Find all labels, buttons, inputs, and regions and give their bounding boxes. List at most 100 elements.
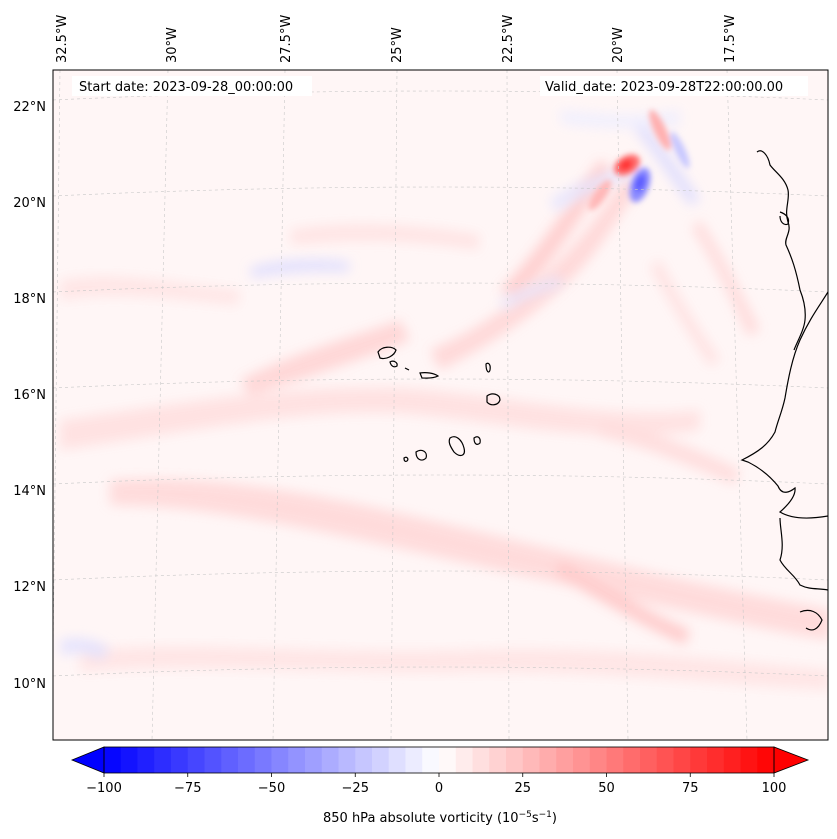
valid-date: Valid_date: 2023-09-28T22:00:00.00 [545, 80, 783, 95]
vorticity-band [632, 120, 700, 205]
colorbar-label: 850 hPa absolute vorticity (10−5s−1) [323, 810, 557, 826]
parallel [53, 474, 828, 485]
colorbar-step [673, 747, 691, 773]
lat-label: 20°N [13, 196, 46, 211]
island-brava [403, 456, 409, 462]
vorticity-band [80, 646, 828, 690]
island-santo-antao [377, 346, 397, 360]
vorticity-band [670, 131, 690, 169]
meridian [151, 70, 169, 740]
start-date-box [72, 76, 312, 96]
colorbar-steps [104, 747, 775, 773]
colorbar-step [573, 747, 591, 773]
colorbar-step [171, 747, 189, 773]
africa-coast [740, 291, 828, 631]
colorbar-tick-label: −100 [86, 781, 122, 796]
vorticity-band [60, 387, 700, 450]
vorticity-band [500, 276, 562, 310]
colorbar-step [204, 747, 222, 773]
colorbar-tick-label: 0 [435, 781, 443, 796]
vorticity-field [60, 109, 828, 690]
coastline [740, 150, 828, 631]
colorbar-step [137, 747, 155, 773]
colorbar-step [372, 747, 390, 773]
valid-date-box [540, 76, 808, 96]
meridian [616, 70, 629, 740]
vorticity-band [550, 165, 644, 212]
island-fogo [415, 449, 427, 461]
lon-label: 32.5°W [55, 15, 70, 63]
vorticity-min-core [634, 174, 646, 192]
colorbar-ticks: −100 −75 −50 −25 0 25 50 75 100 [86, 773, 786, 796]
parallel [53, 666, 828, 677]
colorbar-step [740, 747, 758, 773]
longitude-labels: 32.5°W 30°W 27.5°W 25°W 22.5°W 20°W 17.5… [55, 15, 738, 63]
colorbar-step [338, 747, 356, 773]
vorticity-band [60, 276, 240, 305]
meridian [272, 70, 286, 740]
colorbar-step [388, 747, 406, 773]
colorbar-tick-label: 100 [762, 781, 787, 796]
colorbar-step [640, 747, 658, 773]
vorticity-band [650, 260, 720, 366]
vorticity-band [588, 179, 612, 211]
colorbar-tick-label: −50 [258, 781, 285, 796]
colorbar-step [656, 747, 674, 773]
parallel [53, 186, 828, 197]
meridian [506, 70, 510, 740]
island-santiago [448, 436, 465, 457]
colorbar-step [187, 747, 205, 773]
cape-verde-islands [377, 346, 501, 462]
colorbar-step [422, 747, 440, 773]
colorbar-step [405, 747, 423, 773]
lon-label: 20°W [611, 27, 626, 63]
parallel [53, 570, 828, 581]
lat-label: 22°N [13, 100, 46, 115]
vorticity-band [555, 560, 690, 645]
vorticity-band [60, 638, 110, 660]
africa-coast-north [756, 150, 806, 351]
parallel [53, 282, 828, 293]
colorbar-step [522, 747, 540, 773]
colorbar-step [589, 747, 607, 773]
colorbar-step [606, 747, 624, 773]
colorbar-step [707, 747, 725, 773]
colorbar-extend-high [773, 746, 810, 774]
colorbar-step [623, 747, 641, 773]
colorbar-step [154, 747, 172, 773]
colorbar-tick-label: 50 [598, 781, 615, 796]
colorbar-step [539, 747, 557, 773]
africa-coast-inlet [779, 211, 790, 226]
colorbar-tick-label: −25 [342, 781, 369, 796]
map-frame [52, 69, 829, 741]
parallel [53, 378, 828, 389]
colorbar-step [439, 747, 457, 773]
lon-label: 17.5°W [723, 15, 738, 63]
colorbar-step [288, 747, 306, 773]
lon-label: 27.5°W [279, 15, 294, 63]
colorbar: −100 −75 −50 −25 0 25 50 75 100 850 hPa absolute… [70, 746, 810, 826]
lat-label: 10°N [13, 677, 46, 692]
island-sal [485, 362, 491, 373]
vorticity-band [430, 175, 640, 370]
lon-label: 25°W [390, 27, 405, 63]
colorbar-step [238, 747, 256, 773]
lat-label: 12°N [13, 580, 46, 595]
lon-label: 22.5°W [501, 15, 516, 63]
island-boa-vista [486, 393, 501, 406]
colorbar-step [321, 747, 339, 773]
meridian [726, 70, 748, 740]
latitude-labels: 22°N 20°N 18°N 16°N 14°N 12°N 10°N [13, 100, 46, 692]
vorticity-band [598, 420, 740, 485]
vorticity-band [110, 478, 828, 640]
colorbar-step [556, 747, 574, 773]
vorticity-max-core [619, 159, 633, 171]
island-sao-vicente [389, 360, 398, 368]
colorbar-step [506, 747, 524, 773]
colorbar-tick-label: −75 [174, 781, 201, 796]
vorticity-band [649, 109, 671, 151]
colorbar-step [355, 747, 373, 773]
island-sao-nicolau [419, 372, 440, 379]
colorbar-step [723, 747, 741, 773]
